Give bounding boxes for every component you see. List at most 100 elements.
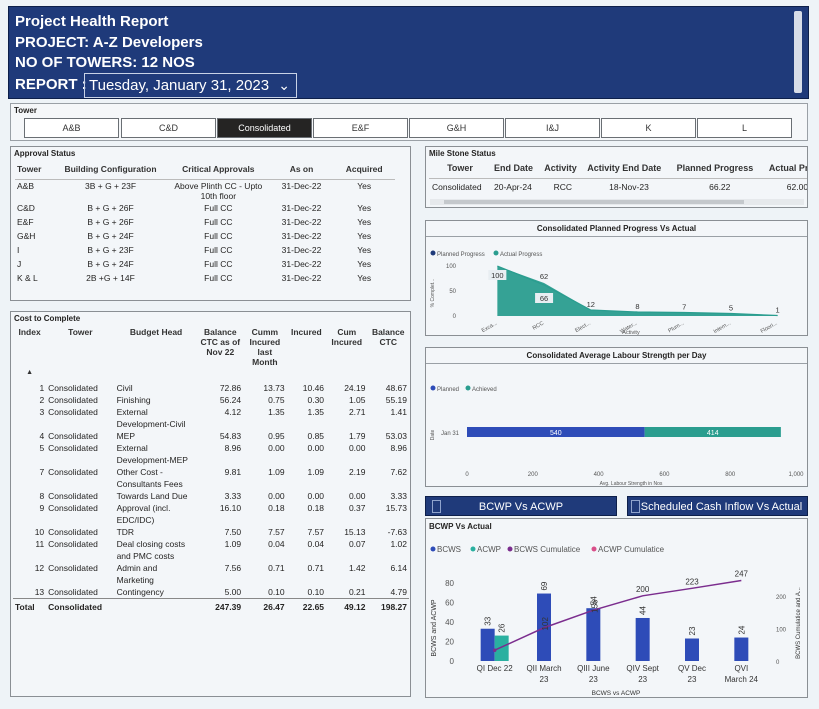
table-row: 12 Consolidated Admin and Marketing 7.56 0.7… (34, 563, 407, 585)
table-row: A&B 3B + G + 23F Above Plinth CC - Upto 10… (17, 181, 372, 201)
table-row: C&D B + G + 26F Full CC 31-Dec-22 Yes (17, 203, 372, 213)
tower-option-k[interactable]: K (601, 118, 696, 138)
data-label: 100 (491, 271, 504, 280)
x-tick-label: Elect... (574, 320, 592, 334)
bcwp-chart-panel: BCWP Vs Actual BCWS ACWP BCWS Cumulatice AC… (425, 518, 808, 698)
data-label: 8 (635, 302, 639, 311)
bar-achieved (644, 427, 781, 437)
legend-label: BCWS Cumulatice (514, 545, 581, 554)
table-row: E&F B + G + 26F Full CC 31-Dec-22 Yes (17, 217, 372, 227)
x-axis-label: BCWS vs ACWP (592, 690, 641, 697)
legend-label: Planned Progress (437, 252, 485, 258)
x-tick-label: QIV Sept (626, 664, 659, 673)
col-actual-progress[interactable]: Actual Prog (765, 160, 807, 179)
col-planned-progress[interactable]: Planned Progress (673, 160, 766, 179)
actual-line (497, 265, 778, 317)
x-tick-label: RCC (532, 321, 545, 332)
col-building-config[interactable]: Building Configuration (54, 161, 167, 180)
data-label: 5 (729, 304, 733, 313)
horizontal-scrollbar[interactable] (430, 199, 804, 205)
table-row: 10 Consolidated TDR 7.50 7.57 7.57 15.13 -7.63 (34, 527, 407, 537)
col-activity-end-date[interactable]: Activity End Date (584, 160, 674, 179)
col-critical-approvals[interactable]: Critical Approvals (166, 161, 270, 180)
legend-label: Planned (437, 387, 459, 393)
col-balance-ctc[interactable]: Balance CTC (371, 327, 405, 347)
tower-option-l[interactable]: L (697, 118, 792, 138)
scrollbar-thumb[interactable] (444, 200, 744, 204)
tower-option-consolidated[interactable]: Consolidated (217, 118, 312, 138)
tower-option-cd[interactable]: C&D (121, 118, 216, 138)
col-end-date[interactable]: End Date (491, 160, 542, 179)
bcwp-vs-acwp-tab[interactable]: BCWP Vs ACWP (425, 496, 617, 516)
data-label: 24 (737, 625, 746, 634)
table-row: Consolidated 20-Apr-24 RCC 18-Nov-23 66.… (432, 182, 808, 192)
bcwp-chart: BCWS ACWP BCWS Cumulatice ACWP Cumulatice 80… (430, 545, 802, 697)
bar-planned (467, 427, 645, 437)
col-tower[interactable]: Tower (15, 161, 55, 180)
report-date-value: Tuesday, January 31, 2023 (89, 77, 270, 94)
y-axis-label-right: BCWS Cumulatice and A... (796, 587, 802, 659)
col-acquired[interactable]: Acquired (333, 161, 395, 180)
labour-strength-chart-panel: Consolidated Average Labour Strength per… (425, 347, 808, 487)
data-label: 247 (735, 569, 749, 578)
y-tick-label: 20 (445, 637, 454, 646)
col-tower[interactable]: Tower (68, 327, 93, 337)
header-scrollbar[interactable] (794, 11, 802, 93)
table-row: 4 Consolidated MEP 54.83 0.95 0.85 1.79 53.03 (39, 431, 407, 441)
data-label: 156 (590, 599, 599, 613)
x-tick-label: Exca... (481, 320, 499, 334)
y-axis-label: % Complet... (430, 279, 436, 308)
bcws-bar (635, 617, 650, 661)
x-tick-label: 0 (465, 472, 469, 478)
milestone-table: Tower End Date Activity Activity End Dat… (429, 160, 808, 195)
table-row: 3 Consolidated External Development-Civil 4… (39, 407, 407, 429)
col-cumm-incured-last-month[interactable]: Cumm Incured last Month (249, 327, 281, 367)
cash-inflow-tab[interactable]: Scheduled Cash Inflow Vs Actual (627, 496, 808, 516)
bcws-bar (734, 637, 749, 661)
col-as-on[interactable]: As on (269, 161, 334, 180)
col-budget-head[interactable]: Budget Head (129, 327, 183, 337)
table-row: 2 Consolidated Finishing 56.24 0.75 0.30 1.05 5… (39, 395, 407, 405)
table-row: 13 Consolidated Contingency 5.00 0.10 0.10 0.2… (34, 587, 407, 597)
data-label-bg (488, 270, 507, 280)
tower-option-ab[interactable]: A&B (24, 118, 119, 138)
acwp-bar (494, 635, 509, 661)
y-tick-label: 60 (445, 598, 454, 607)
table-row: 5 Consolidated External Development-MEP 8.9… (39, 443, 407, 465)
milestone-status-title: Mile Stone Status (429, 149, 496, 158)
y-tick-label: 0 (453, 314, 457, 320)
legend-marker (493, 250, 499, 256)
bcws-bar (480, 628, 495, 661)
tower-option-gh[interactable]: G&H (409, 118, 504, 138)
cost-to-complete-title: Cost to Complete (14, 314, 81, 323)
y-tick-label: Jan 31 (441, 431, 460, 437)
tower-option-ij[interactable]: I&J (505, 118, 600, 138)
col-tower[interactable]: Tower (429, 160, 491, 179)
x-tick-label: March 24 (725, 675, 759, 684)
legend-marker (430, 250, 436, 256)
labour-strength-chart: Planned Achieved 0 200 400 600 800 1,000 Avg. La… (430, 385, 804, 486)
col-cum-incured[interactable]: Cum Incured (331, 327, 363, 347)
tower-count: NO OF TOWERS: 12 NOS (15, 54, 195, 71)
data-label: 23 (688, 626, 697, 635)
data-label: 200 (636, 585, 650, 594)
col-activity[interactable]: Activity (541, 160, 585, 179)
data-label: 102 (541, 617, 550, 631)
bookmark-icon (631, 500, 640, 513)
y-axis-label: Date (430, 430, 436, 441)
y-tick-label: 100 (446, 264, 457, 270)
bcwp-chart-title: BCWP Vs Actual (429, 522, 492, 531)
col-balance-ctc-nov[interactable]: Balance CTC as of Nov 22 (200, 327, 241, 357)
table-row: 7 Consolidated Other Cost - Consultants Fe… (39, 467, 407, 489)
data-label: 33 (484, 616, 493, 625)
bookmark-icon (432, 500, 441, 513)
col-index[interactable]: Index ▲ (13, 326, 46, 382)
col-incured[interactable]: Incured (290, 327, 322, 337)
data-label: 26 (498, 623, 507, 632)
tower-option-ef[interactable]: E&F (313, 118, 408, 138)
planned-progress-chart-panel: Consolidated Planned Progress Vs Actual … (425, 220, 808, 336)
planned-area (497, 266, 778, 316)
report-date-dropdown[interactable]: Tuesday, January 31, 2023 ⌄ (84, 73, 297, 98)
x-tick-label: QII March (526, 664, 561, 673)
